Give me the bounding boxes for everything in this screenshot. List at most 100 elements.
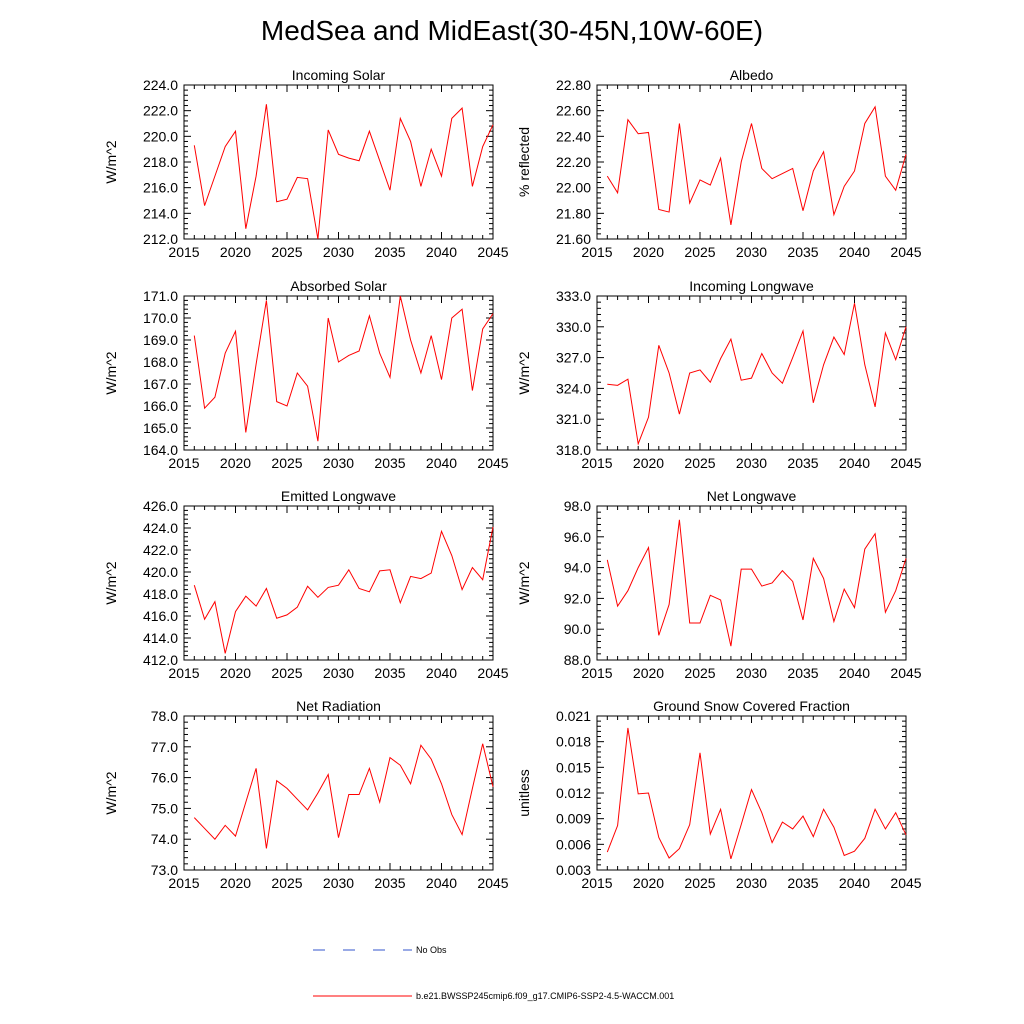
series-line	[193, 295, 494, 442]
y-tick-label: 218.0	[143, 154, 178, 170]
x-tick-label: 2015	[168, 665, 199, 681]
x-tick-label: 2035	[787, 665, 818, 681]
x-tick-label: 2035	[787, 875, 818, 891]
x-tick-label: 2040	[426, 665, 457, 681]
panel-title: Net Longwave	[707, 488, 797, 504]
y-axis-label: % reflected	[516, 127, 532, 197]
y-tick-label: 416.0	[143, 608, 178, 624]
y-tick-label: 0.015	[556, 759, 591, 775]
x-tick-label: 2035	[787, 244, 818, 260]
panel-6: Net Longwave W/m^2 2015 2020 2025 2030 2035 204…	[516, 488, 922, 681]
panel-1: Incoming Solar W/m^2 2015 2020 2025 2030 2035 2…	[103, 67, 509, 260]
series-line	[193, 104, 494, 240]
panel-title: Net Radiation	[296, 698, 381, 714]
x-tick-label: 2045	[890, 665, 921, 681]
x-tick-label: 2025	[271, 455, 302, 471]
x-tick-label: 2020	[633, 455, 664, 471]
x-tick-label: 2020	[220, 244, 251, 260]
y-tick-label: 167.0	[143, 376, 178, 392]
plot-frame	[596, 295, 907, 451]
x-tick-label: 2040	[426, 875, 457, 891]
x-tick-label: 2040	[839, 875, 870, 891]
x-tick-label: 2020	[220, 665, 251, 681]
x-tick-label: 2015	[581, 244, 612, 260]
x-tick-label: 2040	[426, 455, 457, 471]
x-tick-label: 2025	[684, 875, 715, 891]
panel-title: Ground Snow Covered Fraction	[653, 698, 850, 714]
series-line	[193, 526, 494, 654]
x-tick-label: 2030	[323, 244, 354, 260]
x-tick-label: 2045	[890, 875, 921, 891]
x-tick-label: 2040	[839, 665, 870, 681]
x-tick-label: 2030	[736, 244, 767, 260]
series-line	[607, 303, 907, 446]
y-tick-label: 426.0	[143, 498, 178, 514]
x-tick-label: 2045	[477, 244, 508, 260]
x-tick-label: 2015	[168, 455, 199, 471]
x-tick-label: 2045	[477, 665, 508, 681]
y-tick-label: 74.0	[151, 831, 178, 847]
y-tick-label: 220.0	[143, 128, 178, 144]
panels-container: Incoming Solar W/m^2 2015 2020 2025 2030 2035 2…	[103, 67, 922, 891]
y-tick-label: 212.0	[143, 231, 178, 247]
legend-obs-label: No Obs	[416, 945, 447, 955]
x-tick-label: 2015	[581, 455, 612, 471]
y-tick-label: 73.0	[151, 862, 178, 878]
y-axis-label: W/m^2	[103, 351, 119, 394]
x-tick-label: 2030	[736, 455, 767, 471]
x-tick-label: 2030	[323, 455, 354, 471]
y-tick-label: 412.0	[143, 652, 178, 668]
x-tick-label: 2025	[271, 875, 302, 891]
x-tick-label: 2030	[736, 665, 767, 681]
y-axis-label: unitless	[516, 769, 532, 816]
y-tick-label: 75.0	[151, 800, 178, 816]
y-tick-label: 324.0	[556, 380, 591, 396]
panel-2: Albedo % reflected 2015 2020 2025 2030 2035 204…	[516, 67, 922, 260]
plot-frame	[183, 505, 494, 661]
y-tick-label: 92.0	[564, 590, 591, 606]
y-tick-label: 0.006	[556, 836, 591, 852]
y-tick-label: 98.0	[564, 498, 591, 514]
y-tick-label: 21.60	[556, 231, 591, 247]
y-tick-label: 216.0	[143, 180, 178, 196]
y-axis-label: W/m^2	[516, 351, 532, 394]
y-tick-label: 318.0	[556, 442, 591, 458]
series-line	[606, 105, 907, 225]
x-tick-label: 2025	[271, 244, 302, 260]
x-tick-label: 2035	[374, 665, 405, 681]
x-tick-label: 2020	[220, 455, 251, 471]
panel-5: Emitted Longwave W/m^2 2015 2020 2025 2030 203…	[103, 488, 509, 681]
plot-frame	[183, 84, 494, 240]
x-tick-label: 2025	[684, 665, 715, 681]
y-tick-label: 0.009	[556, 811, 591, 827]
y-axis-label: W/m^2	[103, 561, 119, 604]
y-tick-label: 90.0	[564, 621, 591, 637]
y-tick-label: 22.80	[556, 77, 591, 93]
x-tick-label: 2030	[736, 875, 767, 891]
y-tick-label: 333.0	[556, 288, 591, 304]
x-tick-label: 2045	[890, 455, 921, 471]
y-axis-label: W/m^2	[103, 771, 119, 814]
plot-frame	[183, 295, 494, 451]
panel-title: Incoming Solar	[292, 67, 386, 83]
x-tick-label: 2015	[581, 665, 612, 681]
figure-title: MedSea and MidEast(30-45N,10W-60E)	[261, 15, 763, 46]
y-axis-label: W/m^2	[516, 561, 532, 604]
series-line	[606, 727, 907, 860]
x-tick-label: 2020	[633, 875, 664, 891]
y-tick-label: 327.0	[556, 350, 591, 366]
y-tick-label: 414.0	[143, 630, 178, 646]
y-tick-label: 0.003	[556, 862, 591, 878]
panel-8: Ground Snow Covered Fraction unitless 2015…	[516, 698, 922, 891]
x-tick-label: 2045	[890, 244, 921, 260]
y-tick-label: 22.20	[556, 154, 591, 170]
x-tick-label: 2040	[426, 244, 457, 260]
y-tick-label: 214.0	[143, 205, 178, 221]
x-tick-label: 2025	[271, 665, 302, 681]
y-tick-label: 330.0	[556, 319, 591, 335]
series-line	[193, 743, 494, 849]
y-tick-label: 420.0	[143, 564, 178, 580]
y-tick-label: 222.0	[143, 103, 178, 119]
y-tick-label: 0.012	[556, 785, 591, 801]
